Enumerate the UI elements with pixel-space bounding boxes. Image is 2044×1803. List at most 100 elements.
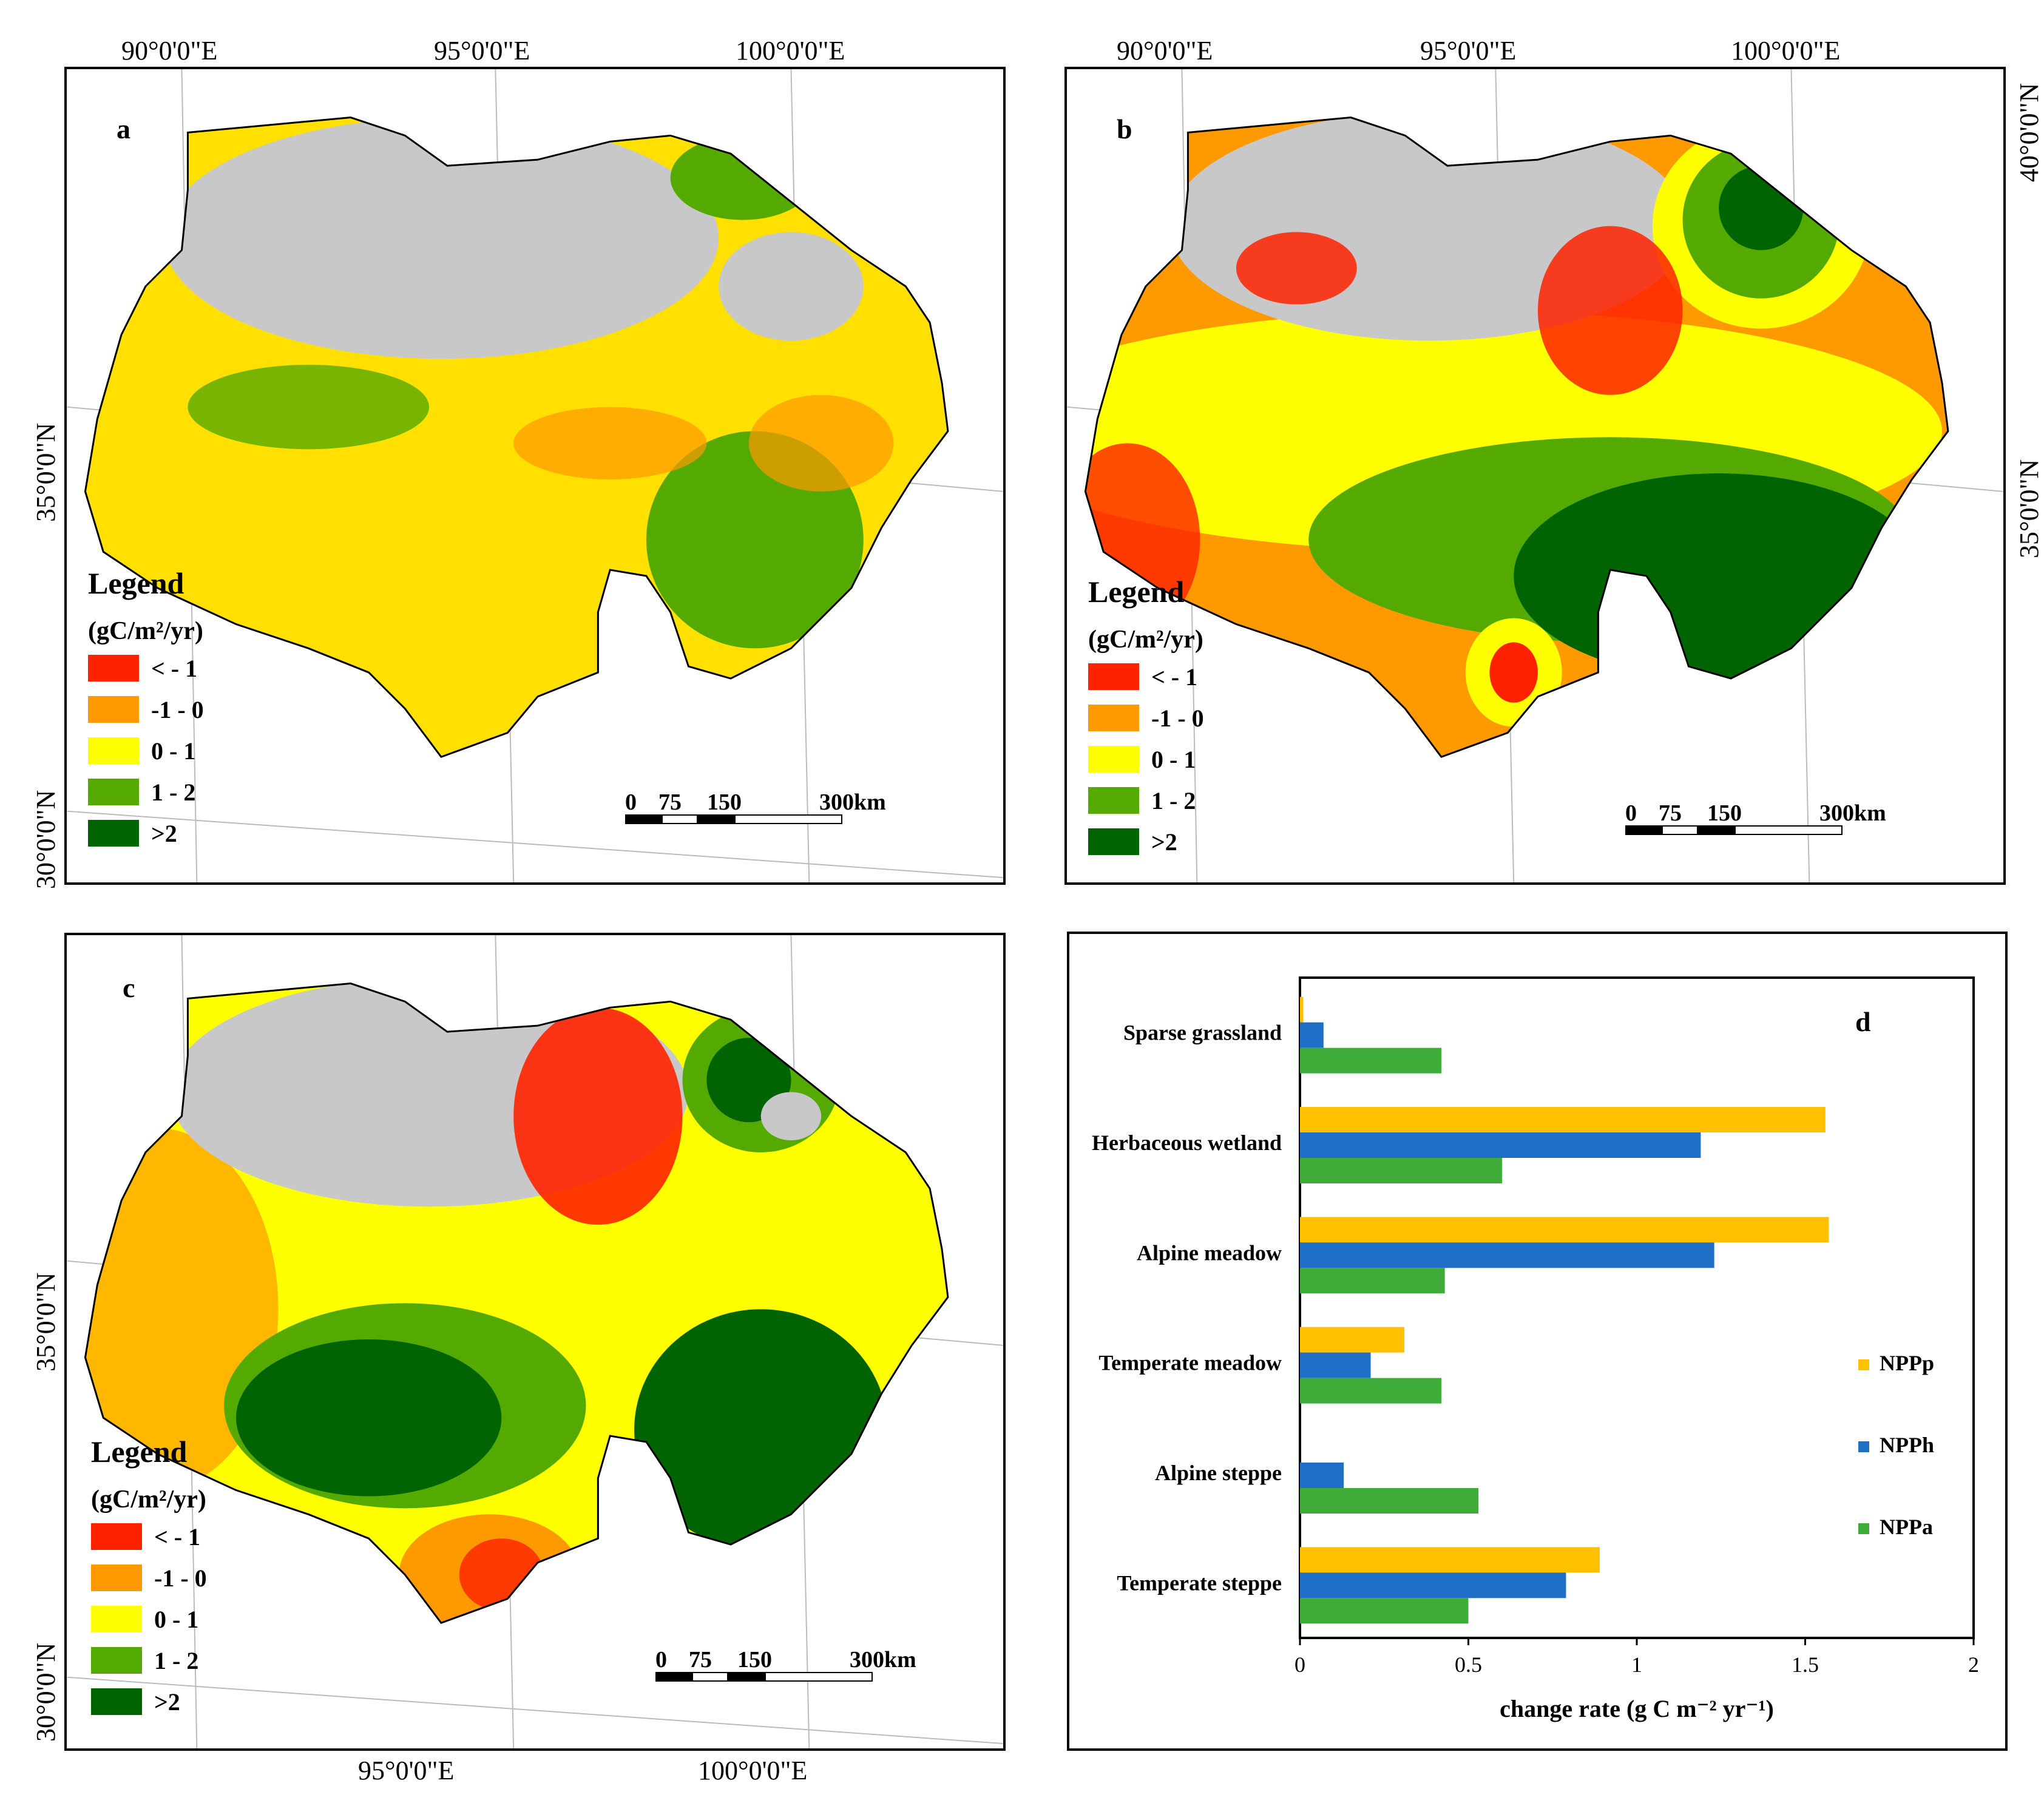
legend-item: 1 - 2 [91, 1642, 207, 1679]
legend-swatch [88, 696, 139, 723]
map-b-lat-label-0: 40°0'0"N [2014, 83, 2044, 182]
map-c-lat-label-0: 35°0'0"N [31, 1272, 61, 1372]
scalebar-label: 0 [1625, 800, 1637, 826]
legend-swatch [91, 1523, 142, 1550]
legend-label: 0 - 1 [154, 1605, 199, 1633]
legend-item: -1 - 0 [1088, 699, 1204, 737]
bar-chart: 0 0.5 1 1.5 2 change rate (g C m⁻² yr⁻¹) d Spar… [1092, 976, 1979, 1722]
legend-item: >2 [88, 814, 204, 852]
map-a-lon-label-0: 90°0'0"E [121, 36, 218, 66]
scalebar-label: 300km [850, 1647, 916, 1673]
legend-unit: (gC/m²/yr) [88, 617, 203, 645]
map-a-lon-label-2: 100°0'0"E [736, 36, 845, 66]
map-a-lat-label-0: 35°0'0"N [31, 422, 61, 522]
scalebar-labels: 0 75 150 300km [1625, 800, 1886, 826]
legend-item: -1 - 0 [88, 691, 204, 728]
map-a-raster [85, 117, 948, 757]
legend-label: 1 - 2 [1151, 786, 1196, 814]
category-label: Sparse grassland [1123, 1021, 1282, 1045]
legend-item: >2 [91, 1683, 207, 1720]
legend-c: Legend (gC/m²/yr) < - 1 -1 - 0 0 - 1 1 - 2 >… [91, 1434, 207, 1720]
panel-c-label: c [123, 972, 135, 1003]
legend-swatch [88, 737, 139, 764]
legend-swatch [1088, 787, 1139, 814]
scalebar-label: 75 [658, 790, 682, 815]
legend-label: >2 [1151, 828, 1177, 856]
map-a-lon-label-1: 95°0'0"E [434, 36, 530, 66]
legend-rows: < - 1 -1 - 0 0 - 1 1 - 2 >2 [88, 649, 204, 852]
map-b-lat-label-1: 35°0'0"N [2014, 459, 2044, 558]
scalebar-label: 300km [819, 790, 886, 815]
category-label: Temperate meadow [1098, 1351, 1282, 1375]
legend-unit: (gC/m²/yr) [91, 1486, 206, 1514]
legend-b: Legend (gC/m²/yr) < - 1 -1 - 0 0 - 1 1 - 2 >… [1088, 574, 1204, 861]
panel-d-label: d [1855, 1006, 1871, 1037]
legend-label: < - 1 [154, 1523, 201, 1551]
legend-label: >2 [154, 1688, 180, 1716]
scalebar-c: 0 75 150 300km [655, 1646, 916, 1689]
map-b-lon-label-1: 95°0'0"E [1420, 36, 1517, 66]
legend-item: -1 - 0 [91, 1559, 207, 1597]
map-panel-c: c Legend (gC/m²/yr) < - 1 -1 - 0 0 - 1 1 - … [64, 933, 1006, 1751]
legend-swatch [1858, 1359, 1869, 1370]
category-label: Alpine meadow [1137, 1240, 1282, 1265]
scalebar-label: 0 [625, 790, 637, 815]
scalebar-b: 0 75 150 300km [1625, 800, 1886, 842]
bar [1300, 1132, 1701, 1158]
map-b-lon-label-2: 100°0'0"E [1731, 36, 1841, 66]
scalebar-label: 150 [1707, 800, 1742, 826]
bar [1300, 1217, 1829, 1243]
legend-swatch [88, 655, 139, 682]
legend-item: < - 1 [91, 1518, 207, 1555]
legend-swatch [91, 1647, 142, 1674]
scalebar-label: 0 [655, 1647, 667, 1673]
bar [1300, 1572, 1566, 1598]
x-tick-label: 2 [1968, 1652, 1979, 1677]
plot-frame [1299, 976, 1975, 1639]
map-b-raster [1085, 117, 1948, 757]
scalebar-label: 150 [707, 790, 742, 815]
scalebar-label: 300km [1819, 800, 1886, 826]
bar [1300, 1463, 1344, 1488]
legend-swatch [1088, 828, 1139, 855]
legend-label: NPPa [1880, 1515, 1933, 1539]
map-b-lon-label-0: 90°0'0"E [1117, 36, 1213, 66]
legend-swatch [1088, 705, 1139, 731]
legend-item: >2 [1088, 823, 1204, 861]
x-axis-label: change rate (g C m⁻² yr⁻¹) [1500, 1695, 1774, 1722]
bar [1300, 1352, 1371, 1378]
map-b-graticule [1067, 69, 2003, 882]
x-tick-label: 1.5 [1792, 1652, 1819, 1677]
legend-rows: < - 1 -1 - 0 0 - 1 1 - 2 >2 [1088, 658, 1204, 861]
legend-swatch [88, 779, 139, 805]
legend-swatch [91, 1565, 142, 1591]
legend-label: 0 - 1 [1151, 745, 1196, 773]
legend-item: 0 - 1 [1088, 740, 1204, 778]
panel-a-label: a [117, 113, 130, 144]
bar [1300, 1547, 1600, 1573]
map-panel-a: a Legend (gC/m²/yr) < - 1 -1 - 0 0 - 1 1 - … [64, 67, 1006, 885]
legend-item: 0 - 1 [91, 1600, 207, 1638]
legend-label: NPPh [1880, 1433, 1934, 1457]
legend-title: Legend [91, 1435, 188, 1469]
legend-unit: (gC/m²/yr) [1088, 626, 1203, 654]
scalebar-segments [625, 814, 856, 824]
legend-label: -1 - 0 [154, 1564, 207, 1592]
x-tick-label: 0.5 [1455, 1652, 1482, 1677]
map-a-lat-label-1: 30°0'0"N [31, 790, 61, 889]
legend-swatch [1088, 663, 1139, 690]
legend-item: < - 1 [1088, 658, 1204, 695]
map-c-graticule [67, 935, 1003, 1748]
legend-item: 1 - 2 [88, 773, 204, 811]
scalebar-label: 150 [737, 1647, 772, 1673]
chart-panel-d: 0 0.5 1 1.5 2 change rate (g C m⁻² yr⁻¹) d Spar… [1067, 932, 2008, 1751]
scalebar-labels: 0 75 150 300km [655, 1646, 916, 1673]
bar [1300, 1598, 1469, 1624]
legend-label: 1 - 2 [151, 778, 196, 806]
legend-label: 0 - 1 [151, 737, 196, 765]
scalebar-label: 75 [1659, 800, 1682, 826]
legend-swatch [91, 1606, 142, 1632]
legend-label: < - 1 [151, 654, 198, 682]
category-label: Herbaceous wetland [1092, 1131, 1282, 1155]
legend-item: 0 - 1 [88, 732, 204, 770]
